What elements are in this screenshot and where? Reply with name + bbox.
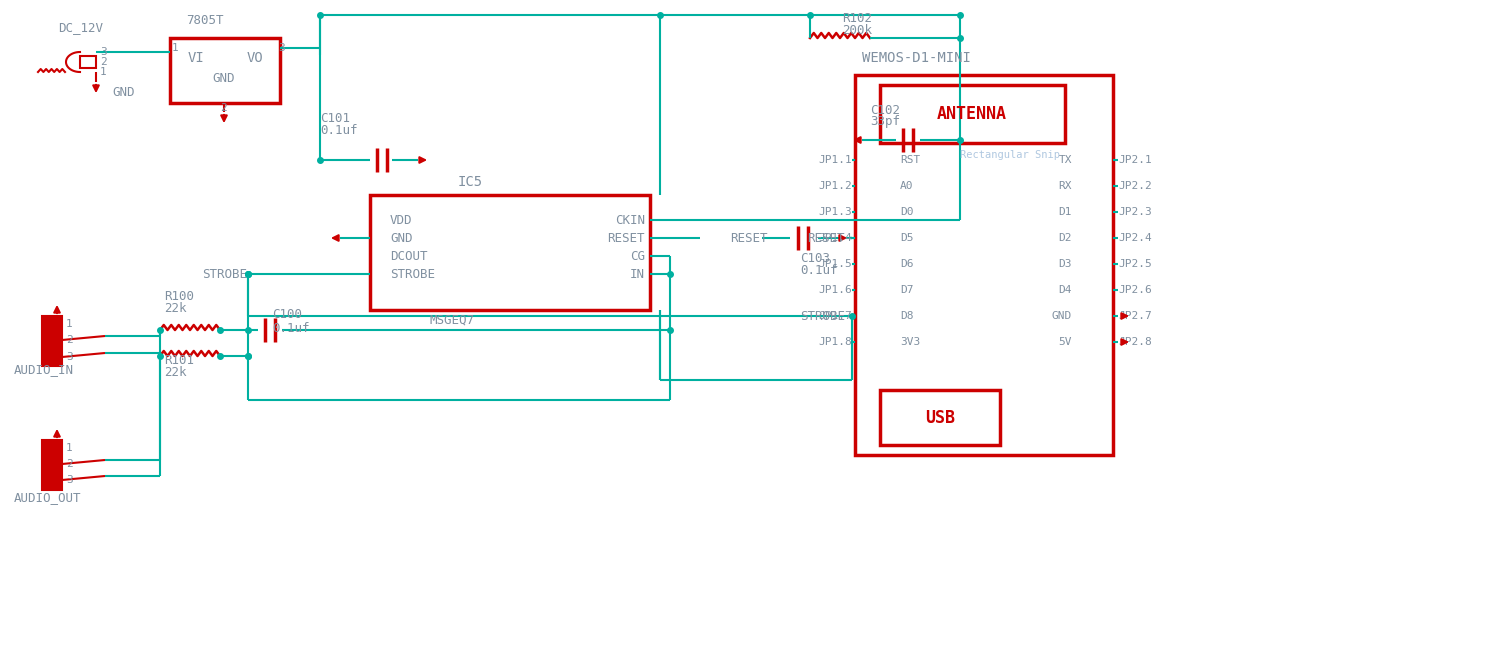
Text: D8: D8: [901, 311, 914, 321]
Text: RESET: RESET: [607, 231, 645, 244]
Text: USB: USB: [925, 409, 954, 427]
Text: IN: IN: [630, 268, 645, 281]
Bar: [79, 56, 96, 68]
Text: GND: GND: [1052, 311, 1073, 321]
Text: JP1.5: JP1.5: [818, 259, 853, 269]
Text: 3: 3: [66, 475, 73, 485]
Text: 2: 2: [220, 103, 227, 113]
Text: RESET: RESET: [808, 231, 845, 244]
Text: VDD: VDD: [390, 213, 413, 227]
Text: JP2.6: JP2.6: [1118, 285, 1152, 295]
Text: 2: 2: [100, 57, 106, 67]
Text: C101: C101: [320, 111, 350, 124]
Text: C102: C102: [871, 104, 901, 117]
Text: R102: R102: [842, 12, 872, 25]
Text: JP2.4: JP2.4: [1118, 233, 1152, 243]
Text: JP1.4: JP1.4: [818, 233, 853, 243]
Bar: [171, 38, 280, 103]
Text: D3: D3: [1059, 259, 1073, 269]
Text: Rectangular Snip: Rectangular Snip: [960, 150, 1061, 160]
Text: STROBE: STROBE: [202, 268, 247, 281]
Text: AUDIO_OUT: AUDIO_OUT: [13, 491, 81, 505]
Bar: [880, 390, 999, 445]
Text: JP1.8: JP1.8: [818, 337, 853, 347]
Text: D5: D5: [901, 233, 914, 243]
Text: JP2.8: JP2.8: [1118, 337, 1152, 347]
Bar: [856, 75, 1113, 455]
Text: DCOUT: DCOUT: [390, 249, 428, 262]
Text: GND: GND: [212, 71, 235, 84]
Text: 3: 3: [66, 352, 73, 362]
Bar: [42, 440, 61, 490]
Text: 33pf: 33pf: [871, 115, 901, 128]
Text: 1: 1: [100, 67, 106, 77]
Text: CG: CG: [630, 249, 645, 262]
Text: ANTENNA: ANTENNA: [936, 105, 1007, 123]
Text: 7805T: 7805T: [186, 14, 223, 27]
Text: 1: 1: [66, 319, 73, 329]
Text: A0: A0: [901, 181, 914, 191]
Text: D2: D2: [1059, 233, 1073, 243]
Text: C103: C103: [800, 251, 830, 264]
Bar: [880, 85, 1065, 143]
Text: GND: GND: [390, 231, 413, 244]
Text: 22k: 22k: [165, 365, 187, 378]
Text: R100: R100: [165, 290, 194, 303]
Text: 1: 1: [66, 443, 73, 453]
Text: C100: C100: [272, 308, 302, 321]
Text: JP2.3: JP2.3: [1118, 207, 1152, 217]
Text: D7: D7: [901, 285, 914, 295]
Text: IC5: IC5: [458, 175, 483, 189]
Text: JP2.5: JP2.5: [1118, 259, 1152, 269]
Text: STROBE: STROBE: [800, 310, 845, 323]
Text: JP1.6: JP1.6: [818, 285, 853, 295]
Text: VI: VI: [187, 51, 205, 65]
Text: 3: 3: [100, 47, 106, 57]
Text: JP2.2: JP2.2: [1118, 181, 1152, 191]
Text: 3V3: 3V3: [901, 337, 920, 347]
Text: JP2.1: JP2.1: [1118, 155, 1152, 165]
Bar: [42, 316, 61, 366]
Text: CKIN: CKIN: [615, 213, 645, 227]
Text: 2: 2: [66, 459, 73, 469]
Text: 0.1uf: 0.1uf: [800, 264, 838, 277]
Text: 0.1uf: 0.1uf: [272, 321, 310, 334]
Text: TX: TX: [1059, 155, 1073, 165]
Text: JP1.7: JP1.7: [818, 311, 853, 321]
Text: STROBE: STROBE: [390, 268, 435, 281]
Text: D1: D1: [1059, 207, 1073, 217]
Text: 22k: 22k: [165, 301, 187, 314]
Text: JP2.7: JP2.7: [1118, 311, 1152, 321]
Text: D6: D6: [901, 259, 914, 269]
Text: 200k: 200k: [842, 23, 872, 36]
Text: D0: D0: [901, 207, 914, 217]
Text: GND: GND: [112, 86, 135, 98]
Text: 3: 3: [278, 43, 284, 53]
Bar: [370, 195, 649, 310]
Text: DC_12V: DC_12V: [58, 21, 103, 34]
Text: 2: 2: [66, 335, 73, 345]
Text: MSGEQ7: MSGEQ7: [429, 314, 476, 327]
Text: AUDIO_IN: AUDIO_IN: [13, 364, 73, 376]
Text: 1: 1: [172, 43, 178, 53]
Text: RX: RX: [1059, 181, 1073, 191]
Text: JP1.3: JP1.3: [818, 207, 853, 217]
Text: 5V: 5V: [1059, 337, 1073, 347]
Text: RESET: RESET: [730, 231, 767, 244]
Text: JP1.1: JP1.1: [818, 155, 853, 165]
Text: 0.1uf: 0.1uf: [320, 124, 358, 137]
Text: VO: VO: [247, 51, 263, 65]
Text: JP1.2: JP1.2: [818, 181, 853, 191]
Text: R101: R101: [165, 354, 194, 367]
Text: D4: D4: [1059, 285, 1073, 295]
Text: WEMOS-D1-MINI: WEMOS-D1-MINI: [862, 51, 971, 65]
Text: RST: RST: [901, 155, 920, 165]
